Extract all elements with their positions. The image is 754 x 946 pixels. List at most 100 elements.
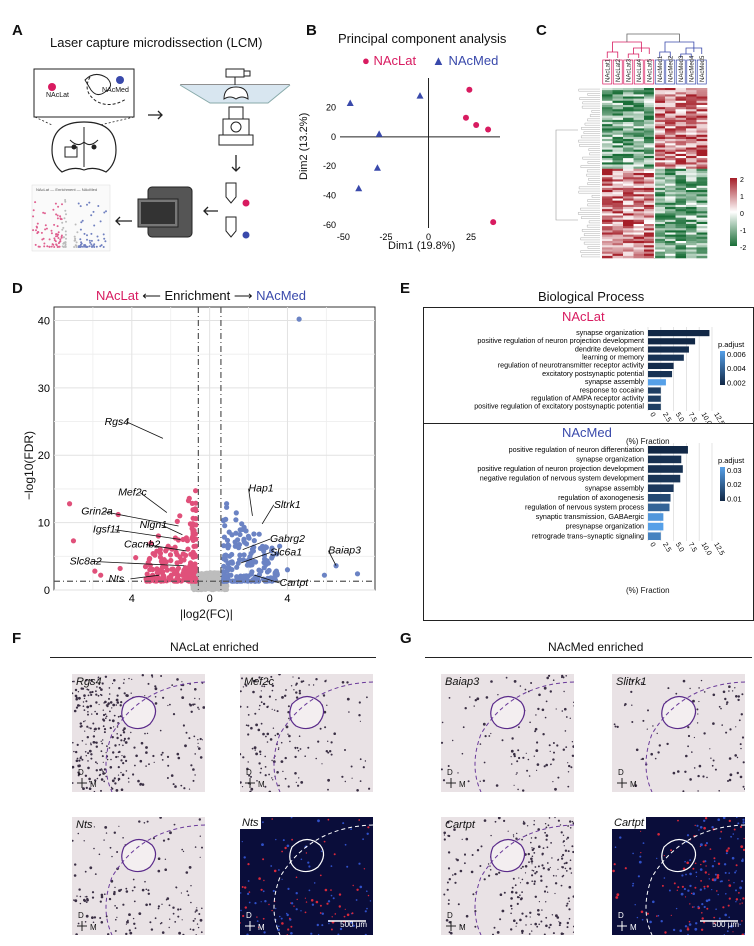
- volcano-frame: [53, 306, 376, 591]
- ac-outline: [121, 838, 157, 873]
- volcano-point-lat: [190, 507, 196, 513]
- volcano-point-lat: [190, 515, 196, 521]
- go-term-label: regulation of nervous system process: [525, 503, 644, 512]
- mini-volcano-point: [35, 229, 37, 232]
- ish-texture: [72, 674, 205, 792]
- mini-volcano-point: [32, 209, 35, 212]
- pca-xtick: -50: [337, 232, 350, 242]
- panel-label-c: C: [536, 22, 547, 39]
- ish-texture: [240, 674, 373, 792]
- volcano-point-lat: [144, 571, 150, 577]
- pca-ylabel: Dim2 (13.2%): [298, 112, 310, 180]
- label-nac-lat-a: NAcLat: [46, 92, 69, 99]
- go-legend-tick: 0.01: [727, 494, 742, 503]
- ish-texture: [612, 817, 745, 935]
- nac-lat-dot: [48, 83, 56, 91]
- go-term-label: synaptic transmission, GABAergic: [536, 512, 645, 521]
- mini-volcano-point: [36, 222, 39, 225]
- orientation-m: M: [459, 780, 466, 789]
- scale-bar-label: 500 μm: [340, 920, 367, 929]
- heatmap-row-dendrogram: [555, 88, 600, 258]
- heatmap-sample-label: NAcLat1: [605, 58, 611, 82]
- heatmap-sample-box: [686, 59, 697, 85]
- pca-ytick: 0: [331, 132, 336, 142]
- volcano-point-ns: [211, 587, 216, 592]
- go-legend-title: p.adjust: [718, 340, 745, 349]
- nac-boundary: [105, 681, 205, 792]
- go-term-label: synapse assembly: [585, 483, 645, 492]
- volcano-point-lat: [70, 538, 77, 544]
- mini-volcano-point: [103, 237, 106, 240]
- volcano-label-leader: [126, 421, 164, 439]
- ac-outline: [490, 695, 526, 730]
- mini-volcano-point: [73, 246, 76, 248]
- pca-xtick: 0: [426, 232, 431, 242]
- volcano-point-med: [228, 572, 234, 578]
- go-xtick: 12.5: [712, 412, 725, 424]
- volcano-gene-label: Igsf11: [93, 524, 121, 536]
- volcano-point-med: [221, 534, 227, 540]
- volcano-point-lat: [92, 568, 98, 574]
- mini-volcano-point: [102, 246, 105, 248]
- volcano-label-leader: [161, 524, 183, 536]
- volcano-point-med: [284, 567, 291, 573]
- tube-lat: [225, 182, 237, 204]
- volcano-gene-label: Nts: [108, 573, 125, 585]
- mini-volcano-point: [81, 219, 84, 222]
- heatmap-sample-box: [654, 59, 665, 85]
- ish-micrograph: Rgs4 D M: [72, 674, 205, 792]
- mini-volcano-point: [60, 218, 63, 221]
- orientation-cross: [245, 778, 255, 788]
- volcano-point-med: [221, 543, 227, 549]
- go-bar: [648, 354, 684, 361]
- mini-volcano-point: [43, 245, 46, 248]
- volcano-point-lat: [187, 562, 193, 568]
- volcano-point-med: [251, 538, 257, 544]
- heatmap-scale-tick: 0: [740, 211, 744, 218]
- volcano-header: NAcLat ⟵ Enrichment ⟶ NAcMed: [96, 288, 306, 303]
- orientation-d: D: [246, 768, 252, 777]
- scale-bar-label: 500 μm: [712, 920, 739, 929]
- go-bar: [648, 362, 674, 369]
- go-term-label: presynapse organization: [566, 522, 644, 531]
- volcano-point-med: [259, 543, 266, 549]
- go-header-lat: NAcLat: [562, 309, 605, 324]
- go-bar: [648, 532, 661, 540]
- go-legend-tick: 0.004: [727, 364, 746, 373]
- volcano-point-ns: [222, 586, 227, 592]
- heatmap-sample-label: NAcMed2: [668, 55, 674, 82]
- volcano-ytick: 30: [38, 383, 50, 395]
- go-term-label: retrograde trans−synaptic signaling: [532, 531, 644, 540]
- mini-volcano-point: [57, 242, 60, 245]
- volcano-point-med: [296, 316, 302, 322]
- volcano-xlabel: |log2(FC)|: [180, 607, 233, 621]
- pca-xtick: 25: [466, 232, 476, 242]
- ish-micrograph: Slitrk1 D M: [612, 674, 745, 792]
- mini-volcano-point: [57, 233, 60, 236]
- volcano-point-med: [274, 551, 280, 557]
- ish-texture: [72, 817, 205, 935]
- mini-volcano-point: [58, 245, 61, 248]
- mini-volcano-point: [62, 236, 65, 239]
- volcano-point-lat: [147, 562, 153, 568]
- arrow-2: [231, 155, 241, 172]
- volcano-label-leader: [114, 529, 181, 540]
- volcano-ytick: 0: [44, 585, 50, 597]
- go-bar: [648, 446, 688, 454]
- volcano-point-lat: [191, 565, 197, 572]
- mini-volcano-point: [61, 203, 63, 206]
- mini-volcano-point: [64, 199, 67, 201]
- mini-volcano-point: [103, 211, 106, 214]
- mini-volcano-point: [52, 243, 55, 246]
- volcano-label-leader: [261, 504, 275, 525]
- volcano-plot: 4 0 4010203040Rgs4Mef2cGrin2aNlgn1Igsf11Ca…: [38, 306, 376, 605]
- go-bar: [648, 465, 683, 473]
- pca-point-med: [355, 184, 363, 192]
- nac-boundary: [474, 681, 574, 792]
- go-term-label: positive regulation of neuron projection…: [477, 464, 644, 473]
- lcm-schematic: [31, 68, 291, 252]
- go-bar: [648, 379, 666, 386]
- volcano-point-lat: [98, 572, 104, 578]
- mini-volcano-point: [59, 215, 62, 218]
- pca-point-med: [373, 164, 381, 171]
